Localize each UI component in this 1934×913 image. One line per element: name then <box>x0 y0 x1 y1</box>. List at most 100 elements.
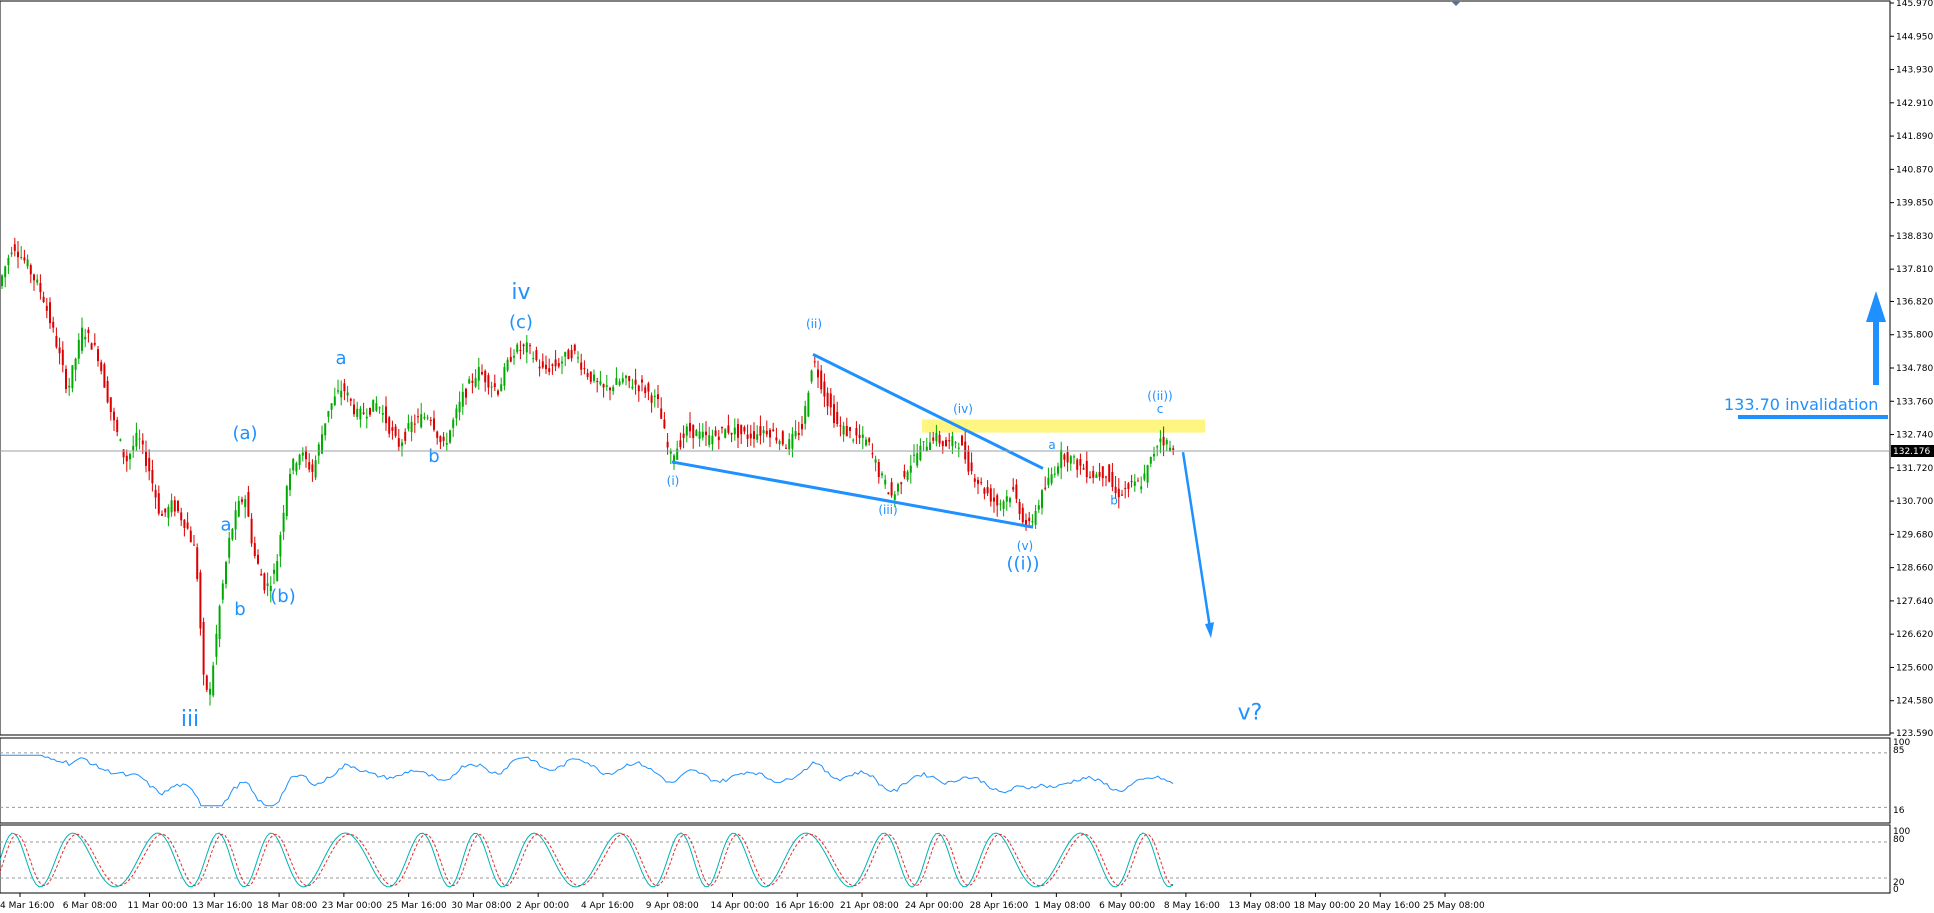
candle-bearish <box>541 353 544 370</box>
candle-body <box>596 381 599 383</box>
candle-body <box>426 417 429 419</box>
rsi-level-top: 100 <box>1893 738 1910 748</box>
candle-bearish <box>749 424 752 446</box>
candle-bearish <box>961 434 963 446</box>
candle-bearish <box>753 422 755 448</box>
time-tick-label: 21 Apr 08:00 <box>840 901 899 911</box>
candle-body <box>836 411 839 424</box>
candle-body <box>394 426 397 436</box>
candle-bearish <box>1089 471 1091 479</box>
candle-bullish <box>698 422 701 447</box>
candle-bullish <box>1002 499 1005 517</box>
candle-bearish <box>141 433 144 454</box>
stoch-level-top: 100 <box>1893 827 1910 837</box>
price-tick-label: 129.680 <box>1896 530 1933 540</box>
candle-bullish <box>503 363 506 391</box>
candle-bearish <box>660 397 663 419</box>
candle-body <box>1140 486 1143 490</box>
candle-bullish <box>625 374 627 386</box>
candle-bullish <box>237 495 240 518</box>
candle-body <box>884 479 887 485</box>
candle-bearish <box>49 297 51 329</box>
time-tick-label: 6 Mar 08:00 <box>63 901 118 911</box>
candle-body <box>868 438 871 443</box>
candle-bullish <box>36 274 39 286</box>
time-tick-label: 1 May 08:00 <box>1034 901 1090 911</box>
candle-bearish <box>637 384 640 402</box>
candle-bullish <box>375 396 378 413</box>
candle-bearish <box>746 424 749 448</box>
wave-label: a <box>1048 438 1055 452</box>
candle-body <box>1028 517 1031 522</box>
candle-body <box>823 381 826 397</box>
candle-body <box>909 465 912 473</box>
candle-bearish <box>487 372 490 395</box>
candle-bearish <box>343 378 346 401</box>
candle-bullish <box>26 254 29 270</box>
candle-bullish <box>1073 454 1075 465</box>
candle-bullish <box>605 374 608 391</box>
candle-bullish <box>756 425 759 443</box>
candle-bearish <box>394 423 397 438</box>
candle-body <box>711 435 714 445</box>
candle-body <box>193 544 195 546</box>
candle-body <box>1057 466 1059 474</box>
candle-bullish <box>865 436 867 447</box>
price-tick-label: 145.970 <box>1896 0 1933 9</box>
candle-bullish <box>420 402 423 429</box>
candle-body <box>375 403 378 411</box>
candle-bullish <box>359 405 362 428</box>
candle-body <box>762 430 765 434</box>
candle-bullish <box>477 357 480 390</box>
candle-bearish <box>836 401 839 427</box>
rsi-panel <box>0 737 1891 824</box>
candle-bearish <box>90 342 93 350</box>
stoch-main-line <box>0 832 1174 888</box>
candle-body <box>829 393 832 408</box>
candle-bullish <box>842 421 845 442</box>
candle-bullish <box>215 624 218 665</box>
candle-bullish <box>423 412 426 421</box>
candle-bullish <box>653 389 656 408</box>
candle-body <box>1 275 3 287</box>
candle-bearish <box>679 432 682 450</box>
candle-bullish <box>708 426 711 448</box>
candle-body <box>740 424 743 435</box>
candle-body <box>401 442 403 446</box>
candle-bullish <box>1140 476 1143 494</box>
candle-body <box>237 500 240 517</box>
candle-bearish <box>1082 463 1085 470</box>
candle-body <box>759 426 762 436</box>
price-tick-label: 127.640 <box>1896 597 1933 607</box>
candle-body <box>893 494 896 500</box>
candle-bullish <box>577 351 579 364</box>
candle-bearish <box>945 436 947 447</box>
candle-body <box>391 427 394 431</box>
candle-body <box>314 460 317 478</box>
candle-bearish <box>535 346 538 362</box>
candle-body <box>337 390 339 392</box>
candle-bearish <box>1021 503 1024 526</box>
candle-body <box>33 274 35 281</box>
candle-bullish <box>321 425 323 455</box>
candle-bearish <box>663 412 666 429</box>
candle-bearish <box>1076 458 1079 478</box>
candle-body <box>417 416 419 418</box>
candle-bullish <box>893 490 896 508</box>
candle-body <box>679 440 682 448</box>
candle-bearish <box>743 425 746 435</box>
candle-bullish <box>1143 464 1146 482</box>
candle-bullish <box>762 426 765 443</box>
candle-body <box>554 359 557 367</box>
candle-bearish <box>484 369 487 392</box>
candle-body <box>826 392 829 407</box>
candle-bearish <box>938 430 941 447</box>
candle-bullish <box>170 493 173 517</box>
candle-body <box>721 427 723 429</box>
candle-body <box>129 453 131 460</box>
candle-body <box>276 561 279 581</box>
candle-bullish <box>1149 456 1152 468</box>
candle-bearish <box>17 241 19 269</box>
